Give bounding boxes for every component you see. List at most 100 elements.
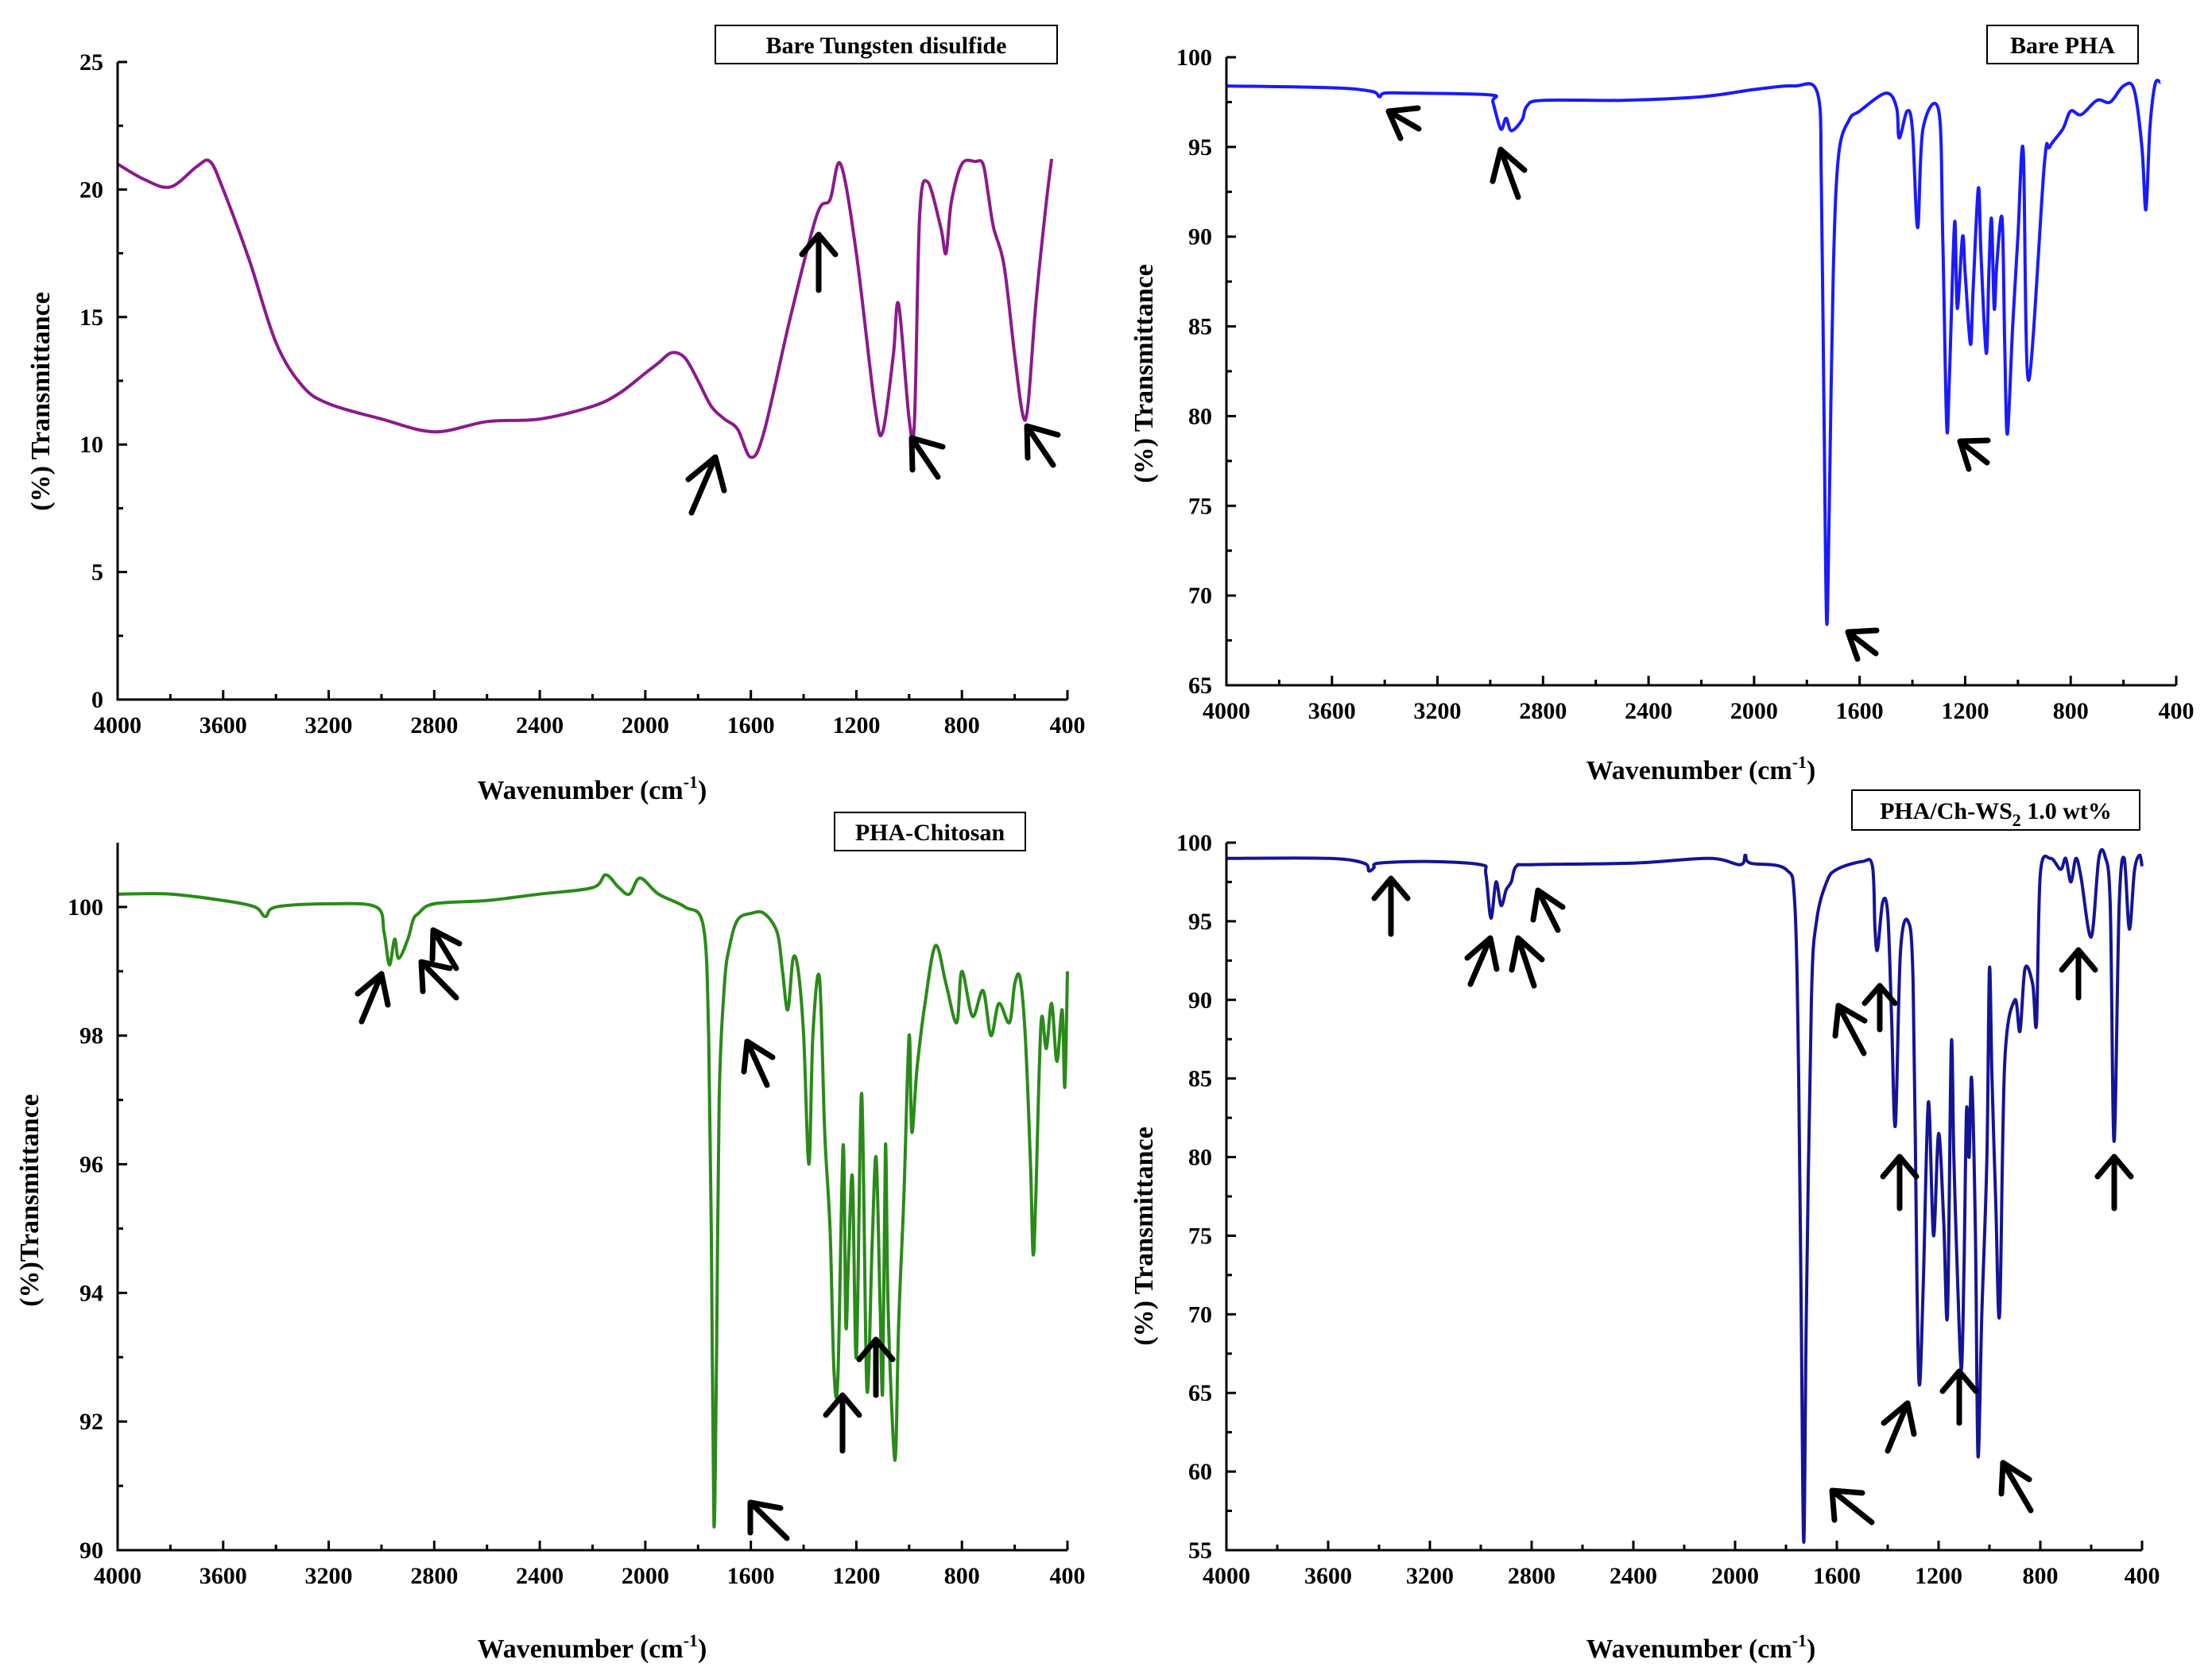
annotation-arrows bbox=[685, 231, 1061, 516]
y-tick-label: 90 bbox=[79, 1537, 103, 1564]
x-tick-label: 1200 bbox=[1915, 1563, 1962, 1589]
annotation-arrow bbox=[354, 971, 391, 1025]
y-tick-label: 95 bbox=[1188, 134, 1212, 161]
annotation-arrow bbox=[908, 435, 946, 480]
y-tick-label: 65 bbox=[1188, 1380, 1212, 1406]
x-tick-label: 2400 bbox=[1625, 698, 1672, 724]
annotation-arrow bbox=[747, 1499, 790, 1541]
x-tick-label: 2400 bbox=[516, 1563, 564, 1589]
y-tick-label: 65 bbox=[1188, 673, 1212, 699]
x-tick-label: 1600 bbox=[1836, 698, 1884, 724]
x-tick-label: 1200 bbox=[1941, 698, 1989, 724]
y-tick-label: 95 bbox=[1188, 909, 1212, 935]
chart-title-box bbox=[715, 25, 1058, 64]
x-tick-label: 3200 bbox=[305, 1563, 353, 1589]
x-tick-label: 4000 bbox=[94, 1563, 141, 1589]
annotation-arrow bbox=[429, 927, 463, 971]
x-tick-label: 1200 bbox=[832, 712, 880, 739]
x-tick-label: 800 bbox=[2053, 698, 2089, 724]
annotation-arrow bbox=[1464, 935, 1500, 987]
x-axis-label: Wavenumber (cm-1) bbox=[478, 772, 707, 805]
annotation-arrow bbox=[1861, 983, 1898, 1033]
chart-title: Bare Tungsten disulfide bbox=[766, 33, 1007, 59]
x-tick-label: 1200 bbox=[832, 1563, 880, 1589]
y-tick-label: 100 bbox=[1176, 830, 1212, 856]
annotation-arrow bbox=[799, 231, 839, 293]
annotation-arrow bbox=[2094, 1153, 2134, 1212]
y-tick-label: 85 bbox=[1188, 314, 1212, 340]
x-tick-label: 3600 bbox=[200, 1563, 247, 1589]
x-axis-label: Wavenumber (cm-1) bbox=[1586, 752, 1816, 785]
annotation-arrow bbox=[1939, 1368, 1979, 1426]
x-tick-label: 1600 bbox=[727, 1563, 775, 1589]
y-tick-label: 75 bbox=[1188, 1223, 1212, 1249]
x-tick-label: 3200 bbox=[1406, 1563, 1454, 1589]
chart-title-box bbox=[834, 812, 1026, 851]
y-axis-label: (%) Transmittance bbox=[26, 292, 56, 510]
x-tick-label: 2000 bbox=[1730, 698, 1778, 724]
y-tick-label: 60 bbox=[1188, 1459, 1212, 1485]
annotation-arrow bbox=[418, 959, 459, 1001]
x-tick-label: 400 bbox=[2159, 698, 2195, 724]
y-tick-label: 80 bbox=[1188, 403, 1212, 429]
y-tick-label: 90 bbox=[1188, 224, 1212, 250]
spectrum-line bbox=[116, 158, 1054, 459]
x-tick-label: 2800 bbox=[410, 1563, 458, 1589]
x-tick-label: 400 bbox=[1050, 1563, 1086, 1589]
x-tick-label: 3600 bbox=[1304, 1563, 1352, 1589]
annotation-arrow bbox=[1530, 887, 1566, 933]
y-tick-label: 25 bbox=[79, 49, 103, 76]
y-tick-label: 90 bbox=[1188, 987, 1212, 1014]
spectrum-line bbox=[1226, 78, 2163, 626]
annotation-arrows bbox=[1385, 105, 1991, 662]
x-tick-label: 2800 bbox=[410, 712, 458, 739]
x-tick-label: 2800 bbox=[1519, 698, 1567, 724]
x-tick-label: 2000 bbox=[1711, 1563, 1759, 1589]
annotation-arrow bbox=[1024, 423, 1061, 468]
y-tick-label: 100 bbox=[1176, 45, 1212, 71]
annotation-arrow bbox=[823, 1392, 862, 1454]
y-axis-label: (%)Transmittance bbox=[15, 1094, 45, 1307]
annotation-arrow bbox=[1880, 1153, 1920, 1212]
panel-bare-ws2: 4000 3600 3200 2800 2400 2000 1600 1200 800 40005… bbox=[26, 25, 1086, 805]
x-axis-label: Wavenumber (cm-1) bbox=[478, 1630, 707, 1664]
x-tick-label: 4000 bbox=[94, 712, 141, 739]
chart-title-box bbox=[1851, 789, 2140, 831]
annotation-arrows bbox=[1371, 875, 2134, 1526]
x-tick-label: 400 bbox=[2125, 1563, 2160, 1589]
x-tick-label: 2400 bbox=[1610, 1563, 1657, 1589]
x-tick-label: 2000 bbox=[622, 712, 669, 739]
x-tick-label: 2400 bbox=[516, 712, 564, 739]
x-tick-label: 3200 bbox=[1414, 698, 1462, 724]
annotation-arrow bbox=[1509, 935, 1545, 989]
annotation-arrow bbox=[1371, 875, 1411, 937]
annotation-arrow bbox=[1957, 437, 1991, 472]
annotation-arrow bbox=[1385, 105, 1422, 142]
chart-title-box bbox=[1986, 25, 2139, 64]
annotation-arrow bbox=[2059, 947, 2098, 1001]
annotation-arrow bbox=[1881, 1400, 1917, 1454]
chart-title: PHA-Chitosan bbox=[855, 820, 1005, 846]
panel-bare-pha: 4000 3600 3200 2800 2400 2000 1600 1200 800 400 65… bbox=[1129, 25, 2195, 785]
y-tick-label: 92 bbox=[79, 1409, 103, 1435]
y-tick-label: 0 bbox=[91, 687, 103, 713]
y-tick-label: 10 bbox=[79, 432, 103, 458]
y-tick-label: 20 bbox=[79, 176, 103, 203]
chart-title: Bare PHA bbox=[2010, 33, 2115, 59]
y-tick-label: 80 bbox=[1188, 1145, 1212, 1171]
x-tick-label: 800 bbox=[944, 1563, 980, 1589]
x-tick-label: 3200 bbox=[305, 712, 353, 739]
y-tick-label: 5 bbox=[91, 560, 103, 586]
spectrum-line bbox=[117, 873, 1069, 1529]
axis-frame bbox=[116, 62, 1067, 701]
x-tick-label: 4000 bbox=[1203, 698, 1250, 724]
y-axis-label: (%) Transmittance bbox=[1129, 264, 1159, 483]
y-tick-label: 75 bbox=[1188, 493, 1212, 519]
annotation-arrow bbox=[1829, 1487, 1875, 1526]
x-tick-label: 3600 bbox=[1308, 698, 1356, 724]
panel-pha-chitosan: 4000 3600 3200 2800 2400 2000 1600 1200 800 400 90… bbox=[15, 812, 1086, 1664]
y-tick-label: 15 bbox=[79, 304, 103, 331]
x-tick-label: 2800 bbox=[1508, 1563, 1555, 1589]
annotation-arrow bbox=[1845, 627, 1880, 662]
y-tick-label: 85 bbox=[1188, 1066, 1212, 1092]
